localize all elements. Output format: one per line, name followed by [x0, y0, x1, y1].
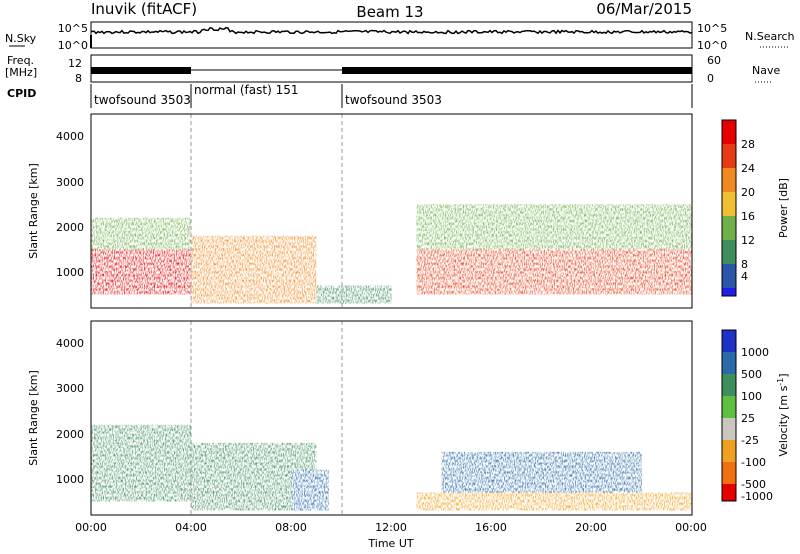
velocity-colorbar: 1000 500 100 25 -25 -100 -500 -1000 Velo… [721, 329, 790, 503]
vel-ytick-2000: 2000 [56, 428, 84, 441]
vel-ytick-3000: 3000 [56, 382, 84, 395]
vel-cbar-neg25: -25 [741, 434, 759, 447]
vel-ytick-4000: 4000 [56, 337, 84, 350]
powerData-region-5 [416, 204, 692, 250]
power-cbar-28: 28 [741, 138, 755, 151]
power-cbar-4: 4 [741, 270, 748, 283]
freq-label: Freq. [7, 54, 34, 67]
xtick-0000: 00:00 [75, 521, 107, 534]
site-title: Inuvik (fitACF) [91, 0, 197, 18]
velData-region-2 [291, 469, 329, 511]
freq-tick-low: 8 [75, 72, 82, 85]
x-axis: 00:00 04:00 08:00 12:00 16:00 20:00 00:0… [75, 521, 707, 550]
noise-trace [90, 26, 693, 35]
nave-tick-low: 0 [707, 72, 714, 85]
xtick-1600: 16:00 [475, 521, 507, 534]
vel-cbar-label: Velocity [m s-1] [776, 373, 790, 456]
vel-cbar-25: 25 [741, 412, 755, 425]
freq-panel: 12 8 60 0 Freq. [MHz] Nave [5, 54, 780, 85]
freq-tick-high: 12 [68, 57, 82, 70]
powerData-region-2 [191, 235, 317, 304]
cpid-segment-2: normal (fast) 151 [194, 83, 298, 97]
power-panel: 4000 3000 2000 1000 Slant Range [km] [27, 113, 693, 309]
velocity-panel: 4000 3000 2000 1000 Slant Range [km] [27, 320, 693, 516]
date-title: 06/Mar/2015 [596, 0, 692, 18]
xtick-1200: 12:00 [375, 521, 407, 534]
nsky-label: N.Sky [5, 32, 37, 45]
vel-cbar-500: 500 [741, 368, 762, 381]
velData-region-3 [441, 451, 642, 497]
freq-unit-label: [MHz] [5, 66, 37, 79]
powerData-region-4 [416, 249, 692, 295]
vel-ylabel: Slant Range [km] [27, 370, 40, 466]
power-colorbar: 28 24 20 16 12 8 4 Power [dB] [721, 119, 790, 297]
cpid-segment-3: twofsound 3503 [345, 93, 442, 107]
power-ytick-1000: 1000 [56, 266, 84, 279]
power-cbar-label: Power [dB] [777, 178, 790, 238]
xtick-0800: 08:00 [275, 521, 307, 534]
power-cbar-8: 8 [741, 258, 748, 271]
cpid-bar: CPID twofsound 3503 normal (fast) 151 tw… [7, 83, 693, 108]
nsky-tick-low: 10^0 [58, 39, 88, 52]
velData-region-0 [91, 424, 192, 502]
power-cbar-12: 12 [741, 234, 755, 247]
velData-region-4 [416, 492, 692, 511]
nsky-tick-high: 10^5 [58, 22, 88, 35]
cpid-segment-1: twofsound 3503 [94, 93, 191, 107]
power-data [91, 204, 692, 304]
powerData-region-3 [316, 285, 392, 304]
power-cbar-24: 24 [741, 162, 755, 175]
power-cbar-20: 20 [741, 186, 755, 199]
vel-ytick-1000: 1000 [56, 473, 84, 486]
nave-label: Nave [752, 64, 780, 77]
power-ytick-3000: 3000 [56, 176, 84, 189]
vel-cbar-neg100: -100 [741, 456, 766, 469]
cpid-label: CPID [7, 87, 36, 100]
noise-panel: 10^5 10^0 10^5 10^0 N.Sky N.Search [5, 21, 795, 52]
power-ylabel: Slant Range [km] [27, 163, 40, 259]
velocity-data [91, 424, 692, 511]
nsearch-label: N.Search [745, 30, 795, 43]
xtick-2400: 00:00 [675, 521, 707, 534]
power-ytick-2000: 2000 [56, 221, 84, 234]
powerData-region-0 [91, 249, 192, 295]
nsearch-tick-low: 10^0 [697, 39, 727, 52]
x-axis-label: Time UT [367, 537, 413, 550]
beam-title: Beam 13 [356, 3, 423, 21]
xtick-2000: 20:00 [575, 521, 607, 534]
power-ytick-4000: 4000 [56, 130, 84, 143]
vel-cbar-1000: 1000 [741, 346, 769, 359]
vel-cbar-100: 100 [741, 390, 762, 403]
powerData-region-1 [91, 217, 192, 250]
vel-cbar-neg500: -500 [741, 478, 766, 491]
vel-cbar-neg1000: -1000 [741, 490, 773, 503]
nsearch-tick-high: 10^5 [697, 22, 727, 35]
power-cbar-16: 16 [741, 210, 755, 223]
nave-tick-high: 60 [707, 54, 721, 67]
xtick-0400: 04:00 [175, 521, 207, 534]
